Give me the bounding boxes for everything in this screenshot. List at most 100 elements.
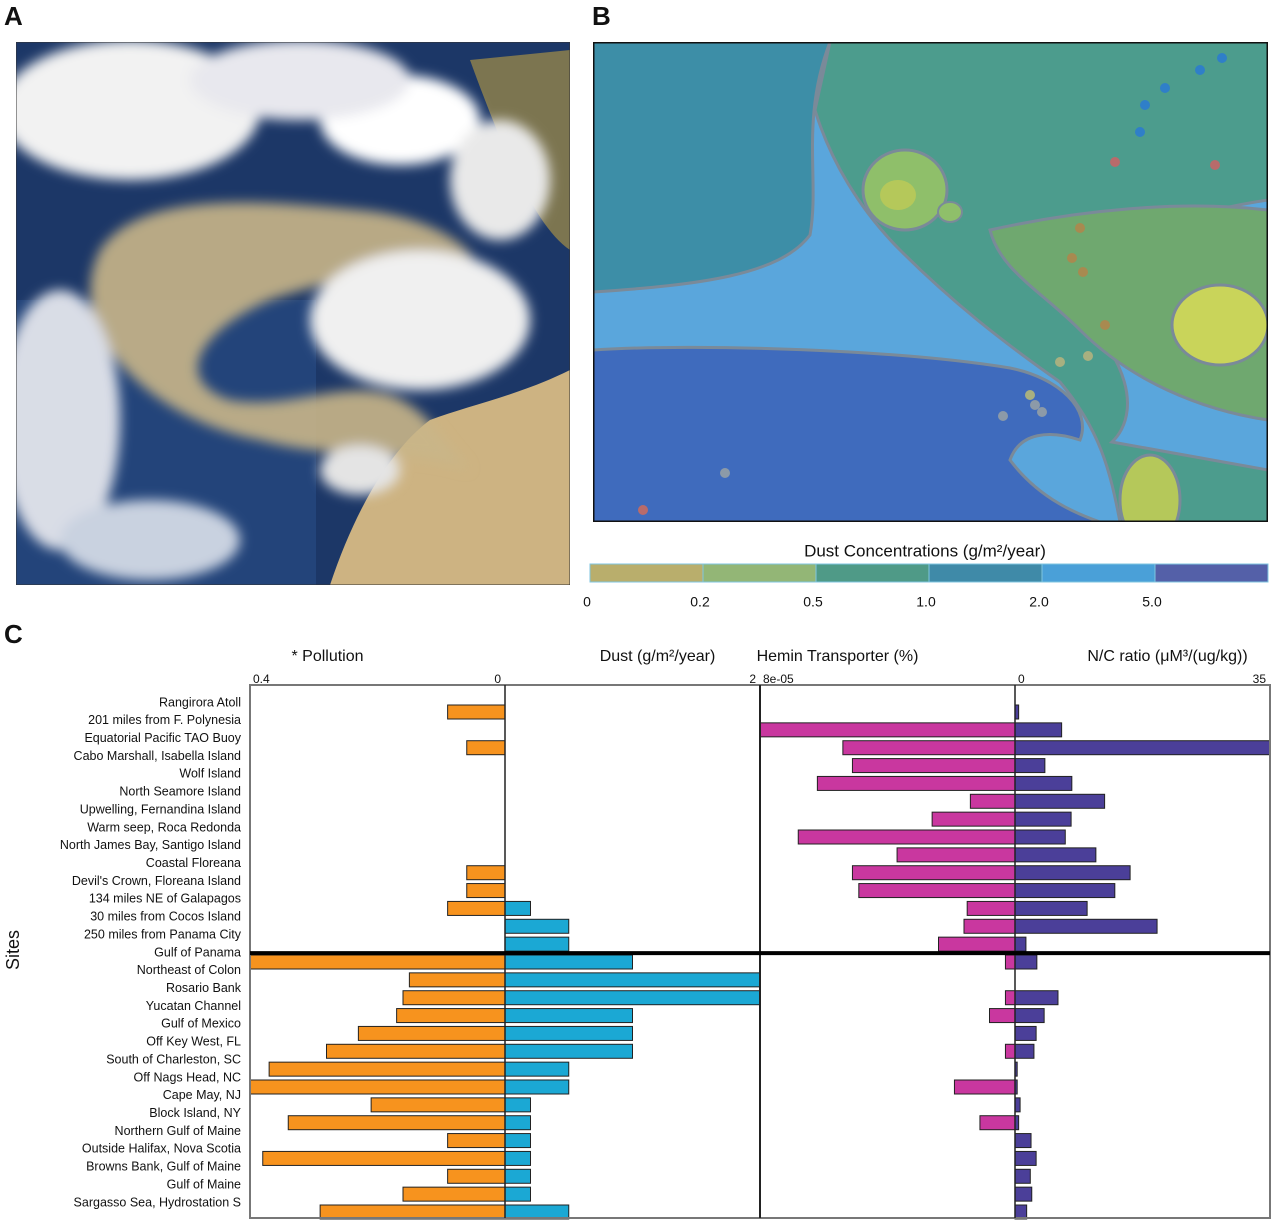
bar — [989, 1008, 1016, 1024]
panel-label: B — [592, 1, 611, 31]
category-label: Northeast of Colon — [137, 963, 241, 977]
bar — [504, 1150, 531, 1166]
category-label: Gulf of Mexico — [161, 1017, 241, 1031]
y-axis-label: Sites — [3, 930, 23, 970]
legend-label: 5.0 — [1142, 594, 1162, 610]
bar — [504, 1043, 633, 1059]
bar — [1014, 1133, 1032, 1149]
bar — [1014, 990, 1059, 1006]
bar — [466, 865, 506, 881]
category-label: Block Island, NY — [149, 1106, 241, 1120]
category-label: Equatorial Pacific TAO Buoy — [84, 731, 241, 745]
category-label: Sargasso Sea, Hydrostation S — [74, 1195, 241, 1209]
bar — [504, 1133, 531, 1149]
x-tick-label: 2 — [749, 672, 756, 686]
bar — [504, 1204, 570, 1220]
bar — [1014, 722, 1063, 738]
bar — [938, 936, 1016, 952]
bar — [1014, 936, 1027, 952]
legend-swatch — [815, 563, 930, 583]
bar — [504, 1168, 531, 1184]
map-legend-title: Dust Concentrations (g/m²/year) — [804, 541, 1046, 560]
bar — [1014, 865, 1131, 881]
category-label: Wolf Island — [179, 767, 241, 781]
legend-swatch — [1154, 563, 1269, 583]
bar — [1014, 1204, 1028, 1220]
bar — [504, 954, 633, 970]
bar — [759, 722, 1016, 738]
bar — [797, 829, 1016, 845]
bar — [249, 1079, 506, 1095]
bar — [842, 740, 1016, 756]
x-tick-label: 0.4 — [253, 672, 270, 686]
category-label: Gulf of Maine — [167, 1177, 241, 1191]
bar — [504, 990, 761, 1006]
bar — [402, 1186, 506, 1202]
bar — [1014, 1025, 1037, 1041]
x-tick-label: 35 — [1253, 672, 1267, 686]
category-label: Yucatan Channel — [146, 999, 241, 1013]
bar — [1014, 1150, 1037, 1166]
x-tick-label: 0 — [494, 672, 501, 686]
bar — [447, 900, 506, 916]
legend-label: 0.5 — [803, 594, 823, 610]
bar — [858, 883, 1016, 899]
legend-swatch — [702, 563, 817, 583]
bar — [504, 1115, 531, 1131]
bar — [402, 990, 506, 1006]
x-tick-label: 0 — [1018, 672, 1025, 686]
bar — [1014, 1043, 1035, 1059]
panel-title: N/C ratio (μM³/(ug/kg)) — [1087, 648, 1247, 665]
bar — [1014, 954, 1038, 970]
bar — [966, 900, 1016, 916]
bar — [851, 865, 1016, 881]
map-legend: 0 0.2 0.5 1.0 2.0 5.0 — [583, 563, 1269, 610]
bar — [979, 1115, 1016, 1131]
category-label: 250 miles from Panama City — [84, 927, 242, 941]
bar — [1014, 847, 1097, 863]
bar — [287, 1115, 506, 1131]
bar — [1014, 758, 1046, 774]
category-label: Cape May, NJ — [163, 1088, 241, 1102]
category-label: Off Nags Head, NC — [134, 1070, 241, 1084]
category-label: Outside Halifax, Nova Scotia — [82, 1142, 241, 1156]
bar — [504, 900, 531, 916]
bar — [1014, 1097, 1021, 1113]
bar — [447, 1133, 506, 1149]
bar — [953, 1079, 1016, 1095]
bar — [408, 972, 506, 988]
bar — [466, 740, 506, 756]
category-label: Warm seep, Roca Redonda — [87, 820, 241, 834]
bar — [963, 918, 1016, 934]
bar — [504, 1186, 531, 1202]
bar — [326, 1043, 506, 1059]
bar — [1014, 900, 1088, 916]
category-label: Coastal Floreana — [146, 856, 241, 870]
panel-title: Dust (g/m²/year) — [600, 648, 716, 665]
bar — [1014, 811, 1072, 827]
bar — [969, 793, 1016, 809]
bar — [1014, 1168, 1031, 1184]
category-label: 134 miles NE of Galapagos — [89, 892, 241, 906]
bar — [1014, 793, 1106, 809]
legend-label: 2.0 — [1029, 594, 1049, 610]
bar — [1014, 829, 1066, 845]
panel-label: A — [4, 1, 23, 31]
bar — [504, 1061, 570, 1077]
bar — [1004, 1043, 1016, 1059]
bar — [1014, 1008, 1045, 1024]
category-label: Upwelling, Fernandina Island — [80, 802, 241, 816]
legend-label: 0 — [583, 594, 591, 610]
category-label: 30 miles from Cocos Island — [90, 910, 241, 924]
category-label: South of Charleston, SC — [106, 1052, 241, 1066]
dust-map — [593, 42, 1268, 522]
category-label: Northern Gulf of Maine — [115, 1124, 241, 1138]
bar — [319, 1204, 506, 1220]
bar — [1004, 990, 1016, 1006]
bar — [262, 1150, 506, 1166]
category-label: Cabo Marshall, Isabella Island — [74, 749, 241, 763]
category-label: Devil's Crown, Floreana Island — [72, 874, 241, 888]
bar — [931, 811, 1016, 827]
bar — [816, 775, 1016, 791]
